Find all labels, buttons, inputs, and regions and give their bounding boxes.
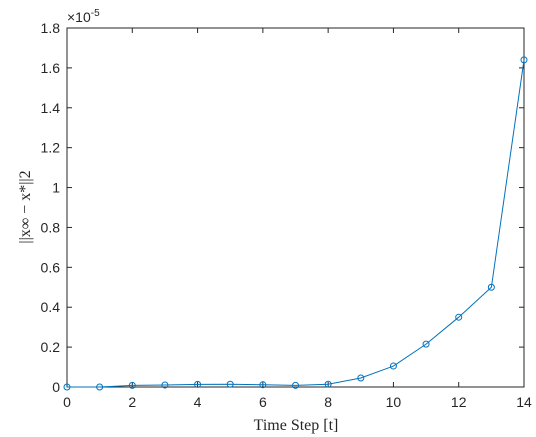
y-tick-label: 1.8 bbox=[41, 20, 61, 36]
data-point bbox=[455, 313, 463, 321]
plot-area bbox=[66, 27, 525, 388]
data-point bbox=[128, 381, 136, 389]
svg-text:||x∞ − x*||2: ||x∞ − x*||2 bbox=[17, 170, 34, 243]
y-tick-label: 0.8 bbox=[41, 219, 61, 235]
x-tick-label: 10 bbox=[386, 394, 402, 410]
data-point bbox=[194, 380, 202, 388]
data-series bbox=[63, 56, 528, 391]
data-point bbox=[226, 380, 234, 388]
data-point bbox=[259, 381, 267, 389]
data-point bbox=[324, 380, 332, 388]
y-axis: 0 0.2 0.4 0.6 0.8 1 1.2 1.4 1.6 1.8 bbox=[41, 20, 524, 395]
data-point bbox=[96, 383, 104, 391]
y-tick-label: 1.2 bbox=[41, 140, 61, 156]
y-tick-label: 0.4 bbox=[41, 299, 61, 315]
y-tick-label: 1.4 bbox=[41, 100, 61, 116]
y-tick-label: 1 bbox=[52, 180, 60, 196]
data-point bbox=[63, 383, 71, 391]
y-axis-multiplier: ×10-5 bbox=[67, 8, 100, 25]
plot-frame bbox=[66, 27, 525, 388]
x-tick-label: 14 bbox=[516, 394, 532, 410]
data-point bbox=[292, 381, 299, 389]
x-tick-label: 6 bbox=[259, 394, 267, 410]
x-tick-label: 8 bbox=[324, 394, 332, 410]
y-axis-label: ||x∞ − x*||2 bbox=[17, 170, 34, 243]
data-point bbox=[357, 374, 365, 382]
data-point bbox=[520, 56, 528, 64]
data-point bbox=[389, 362, 397, 370]
x-axis: 0 2 4 6 8 10 12 14 bbox=[63, 28, 532, 410]
series-line bbox=[67, 59, 525, 388]
x-tick-label: 12 bbox=[451, 394, 467, 410]
data-point bbox=[422, 340, 430, 348]
data-point bbox=[161, 381, 169, 389]
y-tick-label: 1.6 bbox=[41, 60, 61, 76]
data-point bbox=[487, 283, 495, 291]
y-tick-label: 0.2 bbox=[41, 339, 61, 355]
y-tick-label: 0.6 bbox=[41, 259, 61, 275]
x-axis-label: Time Step [t] bbox=[254, 417, 339, 434]
x-tick-label: 0 bbox=[63, 394, 71, 410]
x-tick-label: 2 bbox=[128, 394, 136, 410]
y-tick-label: 0 bbox=[52, 379, 60, 395]
x-tick-label: 4 bbox=[194, 394, 202, 410]
